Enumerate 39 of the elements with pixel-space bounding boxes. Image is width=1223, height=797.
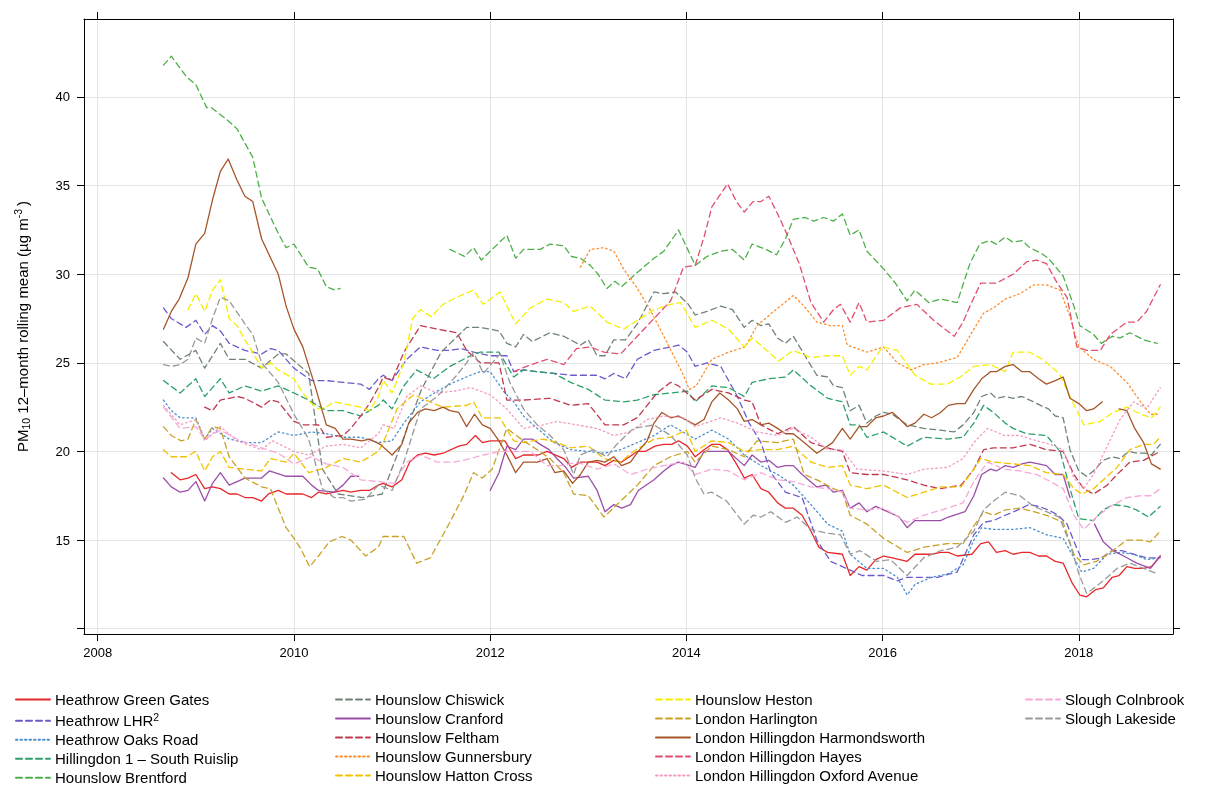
- y-tick-label: 15: [55, 532, 70, 548]
- legend-label: Hounslow Hatton Cross: [375, 767, 533, 784]
- legend-label: Hounslow Chiswick: [375, 691, 505, 708]
- x-tick-label: 2012: [475, 645, 505, 660]
- legend-label: Hounslow Heston: [695, 691, 813, 708]
- legend-label: Hillingdon 1 – South Ruislip: [55, 750, 239, 768]
- line-series: [204, 324, 1161, 495]
- line-series: [162, 291, 1161, 499]
- line-series: [187, 278, 1161, 426]
- line-series: [162, 371, 1161, 596]
- legend-label: Slough Colnbrook: [1065, 691, 1185, 708]
- y-tick-label: 25: [55, 355, 70, 371]
- legend-label: London Hillingdon Oxford Avenue: [695, 767, 919, 784]
- x-tick-label: 2010: [279, 645, 309, 660]
- y-axis-title: PM10 12–month rolling mean (µg m-3): [12, 200, 32, 453]
- y-tick-label: 30: [55, 266, 70, 282]
- legend-label: Hounslow Cranford: [375, 710, 504, 727]
- x-tick-label: 2018: [1064, 645, 1094, 660]
- y-tick-label: 20: [55, 443, 70, 459]
- y-tick-label: 35: [55, 178, 70, 194]
- legend-label: London Hillingdon Hayes: [695, 748, 862, 765]
- legend-label: London Hillingdon Harmondsworth: [695, 729, 926, 746]
- x-tick-label: 2014: [671, 645, 701, 660]
- legend-label: Hounslow Feltham: [375, 729, 500, 746]
- line-series: [162, 385, 1161, 490]
- y-tick-label: 40: [55, 89, 70, 105]
- line-series: [162, 351, 1161, 522]
- x-tick-label: 2008: [83, 645, 113, 660]
- line-series: [513, 183, 1161, 373]
- legend-label: Heathrow Green Gates: [55, 691, 210, 708]
- line-series: [162, 394, 1161, 499]
- legend-label: Slough Lakeside: [1065, 710, 1176, 727]
- legend-label: Hounslow Gunnersbury: [375, 748, 533, 765]
- legend-label: Hounslow Brentford: [55, 769, 187, 787]
- x-tick-label: 2016: [868, 645, 898, 660]
- line-series: [579, 246, 1158, 415]
- legend-label: Heathrow Oaks Road: [55, 731, 199, 749]
- line-series: [162, 406, 1161, 531]
- legend-label: London Harlington: [695, 710, 818, 727]
